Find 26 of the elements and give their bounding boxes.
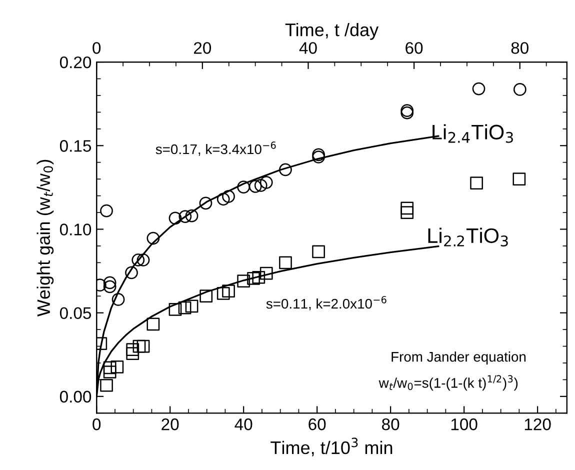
x2-tick-label: 20 xyxy=(194,42,212,54)
x-tick-label: 100 xyxy=(451,418,478,430)
annotation: From Jander equation xyxy=(392,352,526,364)
x-tick-label: 40 xyxy=(234,418,252,430)
y-tick-label: 0.00 xyxy=(60,390,92,403)
x2-tick-label: 60 xyxy=(406,42,423,54)
x2-tick-label: 0 xyxy=(92,42,101,54)
annotation: s=0.11, k=2.0x10$^{−6}$ xyxy=(266,296,386,310)
y-axis-title: Weight gain (w$_{t}$/w$_{0}$) xyxy=(36,160,54,316)
y-tick-label: 0.20 xyxy=(60,56,92,68)
x-tick-label: 60 xyxy=(308,418,326,430)
series-label: Li$_{2.2}$TiO$_{3}$ xyxy=(428,228,508,246)
x-tick-label: 120 xyxy=(524,418,551,430)
y-tick-label: 0.15 xyxy=(60,140,92,152)
x2-axis-title: Time, t /day xyxy=(285,23,379,40)
legend-label: Li$_{2.4}$TiO$_{3}$ xyxy=(432,124,513,143)
x-tick-label: 20 xyxy=(162,418,179,430)
x-tick-label: 80 xyxy=(382,418,400,430)
x-tick-label: 0 xyxy=(92,418,101,430)
y-tick-label: 0.05 xyxy=(60,307,92,320)
annotation: s=0.17, k=3.4x10$^{−6}$ xyxy=(156,142,276,156)
y-tick-label: 0.10 xyxy=(60,224,92,236)
x2-tick-label: 80 xyxy=(511,42,528,54)
x2-tick-label: 40 xyxy=(299,42,317,54)
x-axis-title: Time, t/10$^{3}$ min xyxy=(270,438,392,456)
text: w$_{t}$/w$_{0}$=s(1-(1-(k t)$^{1/2}$)$^{3}$) xyxy=(378,375,518,391)
